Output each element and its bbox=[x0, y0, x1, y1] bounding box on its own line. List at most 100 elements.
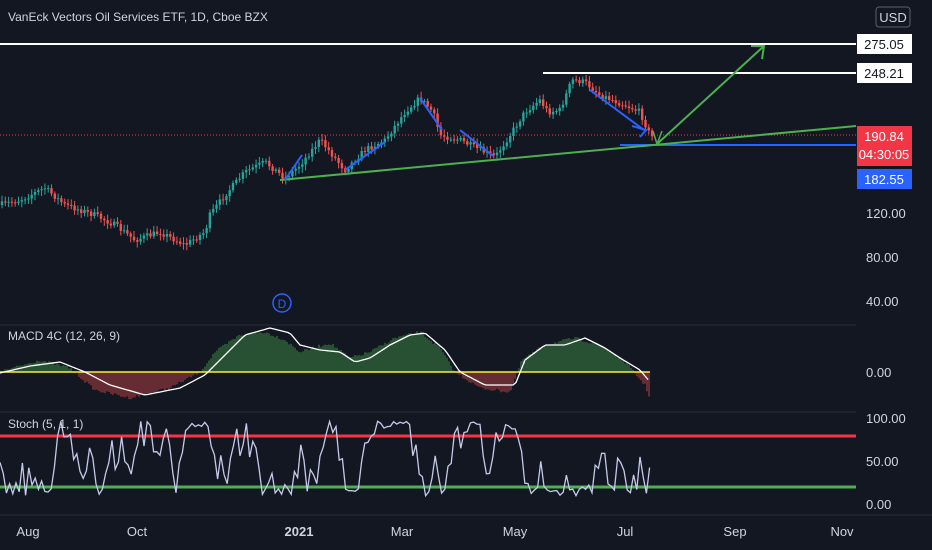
candle-body bbox=[294, 168, 297, 171]
candle-body bbox=[644, 119, 647, 128]
swing-line bbox=[344, 141, 386, 171]
countdown-label: 04:30:05 bbox=[859, 147, 910, 162]
candle-body bbox=[70, 205, 73, 206]
candle-body bbox=[27, 198, 30, 200]
candle-body bbox=[14, 202, 17, 204]
candle-body bbox=[103, 218, 106, 221]
candle-body bbox=[327, 147, 330, 151]
candle-body bbox=[129, 233, 132, 237]
month-mar: Mar bbox=[391, 524, 414, 539]
currency-button[interactable] bbox=[875, 6, 911, 28]
candle-body bbox=[238, 178, 241, 180]
stoch-line bbox=[0, 419, 651, 498]
projection-arrow bbox=[656, 45, 765, 145]
candle-body bbox=[591, 87, 594, 91]
candle-body bbox=[278, 169, 281, 173]
candle-body bbox=[340, 162, 344, 169]
candle-body bbox=[588, 81, 591, 88]
candle-body bbox=[136, 240, 139, 242]
candle-body bbox=[281, 172, 284, 179]
candle-body bbox=[96, 212, 99, 214]
candle-body bbox=[518, 121, 522, 127]
candle-body bbox=[489, 151, 492, 154]
candle-body bbox=[538, 99, 542, 103]
candle-body bbox=[637, 108, 641, 111]
year-2021: 2021 bbox=[285, 524, 314, 539]
support-badge bbox=[857, 169, 912, 189]
candle-body bbox=[53, 193, 56, 199]
candle-body bbox=[245, 169, 248, 173]
candle-body bbox=[396, 123, 400, 126]
candle-body bbox=[446, 136, 449, 140]
candle-body bbox=[73, 205, 76, 211]
candle-body bbox=[320, 139, 324, 141]
candle-body bbox=[495, 152, 499, 156]
macd-histogram bbox=[0, 331, 650, 400]
candle-body bbox=[159, 234, 162, 236]
candle-body bbox=[261, 160, 264, 163]
stoch-tick-100: 100.00 bbox=[866, 411, 906, 426]
candle-body bbox=[604, 96, 608, 99]
price-pane bbox=[0, 43, 857, 251]
candle-body bbox=[532, 105, 535, 111]
candle-body bbox=[172, 236, 175, 242]
event-marker[interactable] bbox=[272, 293, 292, 313]
month-oct: Oct bbox=[127, 524, 148, 539]
candle-body bbox=[23, 199, 27, 201]
candles bbox=[0, 75, 654, 251]
candle-body bbox=[594, 90, 598, 93]
candle-body bbox=[208, 212, 212, 229]
candle-body bbox=[258, 162, 261, 165]
candle-body bbox=[377, 144, 380, 147]
candle-body bbox=[581, 79, 584, 84]
candle-body bbox=[324, 140, 327, 148]
level-mid-label: 248.21 bbox=[864, 66, 904, 81]
level-mid-badge bbox=[857, 63, 912, 83]
candle-body bbox=[472, 142, 476, 145]
stoch-tick-50: 50.00 bbox=[866, 454, 899, 469]
candle-body bbox=[165, 234, 169, 237]
candle-body bbox=[393, 125, 396, 134]
candle-body bbox=[33, 192, 37, 195]
candle-body bbox=[525, 112, 528, 114]
candle-body bbox=[363, 151, 367, 152]
candle-body bbox=[301, 164, 304, 167]
candle-body bbox=[380, 142, 383, 144]
candle-body bbox=[347, 169, 350, 172]
candle-body bbox=[185, 243, 188, 245]
candle-body bbox=[152, 231, 155, 237]
candle-body bbox=[155, 231, 159, 234]
candle-body bbox=[598, 92, 601, 95]
candle-body bbox=[195, 239, 198, 241]
candle-body bbox=[647, 127, 650, 131]
reversal-mark bbox=[652, 130, 663, 147]
candle-body bbox=[215, 204, 218, 209]
candle-body bbox=[571, 79, 575, 84]
candle-body bbox=[40, 189, 43, 191]
candle-body bbox=[423, 100, 426, 102]
candle-body bbox=[66, 203, 70, 205]
candle-body bbox=[43, 188, 47, 190]
candle-body bbox=[231, 183, 235, 191]
candle-body bbox=[449, 139, 452, 141]
candle-body bbox=[469, 142, 472, 145]
last-price-badge bbox=[857, 126, 912, 166]
candle-body bbox=[535, 102, 538, 106]
candle-body bbox=[99, 213, 103, 219]
candle-body bbox=[304, 157, 307, 165]
macd-title: MACD 4C (12, 26, 9) bbox=[8, 329, 120, 343]
candle-body bbox=[390, 133, 393, 137]
candle-body bbox=[126, 230, 129, 234]
candle-body bbox=[548, 108, 551, 115]
candle-body bbox=[561, 104, 565, 108]
candle-body bbox=[627, 106, 631, 109]
candle-body bbox=[83, 210, 86, 213]
candle-body bbox=[334, 156, 337, 158]
candle-body bbox=[601, 94, 604, 99]
candle-body bbox=[228, 190, 231, 197]
candle-body bbox=[568, 83, 571, 94]
candle-body bbox=[251, 167, 254, 170]
candle-body bbox=[274, 169, 278, 171]
candle-body bbox=[406, 111, 410, 115]
